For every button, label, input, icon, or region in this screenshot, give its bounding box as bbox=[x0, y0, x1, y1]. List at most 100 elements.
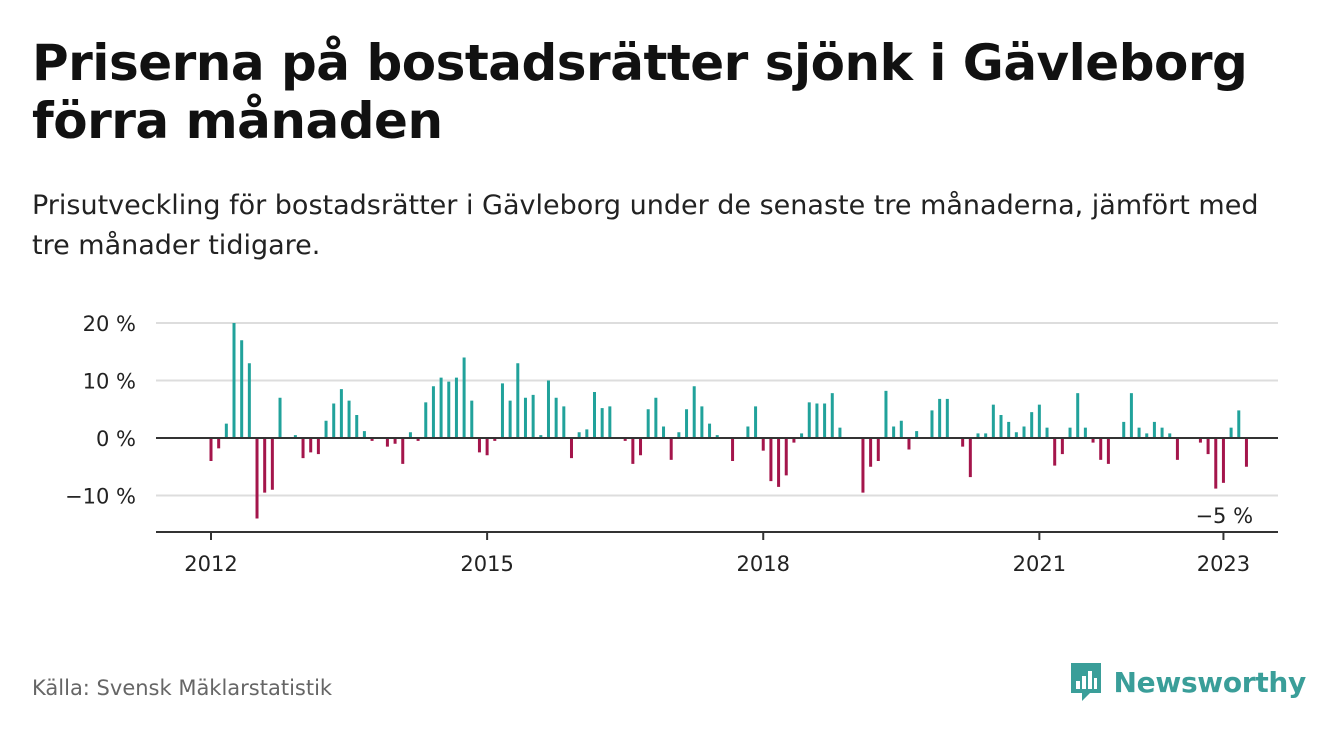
bar bbox=[899, 420, 903, 438]
bar bbox=[1221, 438, 1225, 483]
bar bbox=[915, 431, 919, 438]
bar bbox=[462, 357, 466, 438]
bar bbox=[263, 438, 267, 493]
bar bbox=[439, 377, 443, 439]
bars bbox=[209, 323, 1248, 519]
bar bbox=[754, 406, 758, 439]
bar bbox=[892, 426, 896, 438]
bar bbox=[631, 438, 635, 464]
y-tick-label: 10 % bbox=[83, 370, 136, 394]
bar bbox=[355, 415, 359, 438]
bar bbox=[815, 403, 819, 438]
bar bbox=[608, 406, 612, 439]
bar bbox=[508, 400, 512, 439]
bar bbox=[393, 438, 397, 444]
bar bbox=[1160, 427, 1164, 438]
bar bbox=[1007, 421, 1011, 438]
x-tick-label: 2018 bbox=[737, 552, 790, 576]
bar bbox=[1122, 421, 1126, 438]
bar bbox=[247, 363, 251, 438]
bar bbox=[1106, 438, 1110, 464]
bar bbox=[324, 420, 328, 438]
bar bbox=[761, 438, 765, 451]
bar bbox=[777, 438, 781, 487]
tick-labels: 20 % 10 % 0 % −10 % 2012 2015 2018 2021 2023 −5 % bbox=[65, 312, 1253, 576]
bar bbox=[569, 438, 573, 459]
bar bbox=[769, 438, 773, 482]
bar bbox=[976, 433, 980, 438]
bar bbox=[424, 402, 428, 438]
bar bbox=[316, 438, 320, 455]
axes bbox=[156, 437, 1278, 540]
bar bbox=[546, 380, 550, 438]
bar bbox=[792, 438, 796, 443]
bar bbox=[1237, 410, 1241, 438]
chart-subtitle: Prisutveckling för bostadsrätter i Gävle… bbox=[32, 190, 1259, 261]
bar bbox=[600, 408, 604, 438]
bar bbox=[807, 402, 811, 438]
bar bbox=[1053, 438, 1057, 466]
bar bbox=[1244, 438, 1248, 467]
bar bbox=[301, 438, 305, 459]
bar bbox=[1145, 433, 1149, 438]
bar bbox=[1206, 438, 1210, 455]
bar bbox=[968, 438, 972, 478]
bar bbox=[408, 432, 412, 438]
bar bbox=[1022, 426, 1026, 438]
bar bbox=[516, 363, 520, 438]
bar bbox=[593, 392, 596, 438]
bar bbox=[370, 438, 374, 441]
bar bbox=[232, 323, 236, 438]
bar bbox=[531, 394, 535, 439]
bar bbox=[477, 438, 481, 453]
bar bbox=[523, 397, 527, 438]
bar bbox=[1137, 427, 1141, 438]
bar bbox=[1045, 427, 1049, 438]
bar bbox=[1068, 427, 1072, 438]
bar bbox=[907, 438, 911, 450]
x-tick-label: 2012 bbox=[184, 552, 237, 576]
bar bbox=[800, 433, 804, 438]
bar bbox=[1037, 404, 1041, 438]
bar bbox=[1083, 427, 1087, 438]
bar bbox=[838, 427, 842, 438]
bar bbox=[270, 438, 274, 490]
bar bbox=[700, 406, 704, 439]
bar bbox=[1129, 393, 1133, 438]
x-tick-label: 2021 bbox=[1013, 552, 1066, 576]
bar bbox=[938, 398, 942, 438]
bar bbox=[692, 386, 696, 438]
bar bbox=[362, 431, 366, 438]
bar bbox=[1099, 438, 1103, 460]
bar bbox=[1030, 412, 1034, 439]
gridlines bbox=[156, 322, 1278, 497]
bar bbox=[1214, 438, 1218, 489]
bar bbox=[339, 389, 343, 439]
bar bbox=[746, 426, 750, 438]
bar bbox=[646, 409, 650, 438]
bar bbox=[454, 377, 458, 439]
bar bbox=[830, 393, 834, 438]
bar bbox=[255, 438, 259, 519]
bar bbox=[539, 435, 543, 439]
bar bbox=[1014, 432, 1018, 438]
bar bbox=[991, 404, 995, 438]
bar bbox=[677, 432, 681, 438]
bar bbox=[1152, 421, 1156, 438]
bar bbox=[401, 438, 405, 464]
bar bbox=[623, 438, 627, 441]
bar bbox=[1229, 427, 1233, 438]
bar bbox=[669, 438, 673, 460]
chart-title: Priserna på bostadsrätter sjönk i Gävleb… bbox=[32, 34, 1248, 150]
bar bbox=[685, 409, 689, 438]
bar bbox=[731, 438, 735, 461]
bar bbox=[861, 438, 865, 493]
bar bbox=[493, 438, 497, 441]
bar bbox=[447, 381, 451, 438]
bar bbox=[823, 403, 827, 438]
bar bbox=[485, 438, 489, 456]
bar bbox=[930, 410, 934, 438]
bar bbox=[869, 438, 873, 467]
bar bbox=[961, 438, 965, 447]
bar bbox=[217, 438, 221, 449]
